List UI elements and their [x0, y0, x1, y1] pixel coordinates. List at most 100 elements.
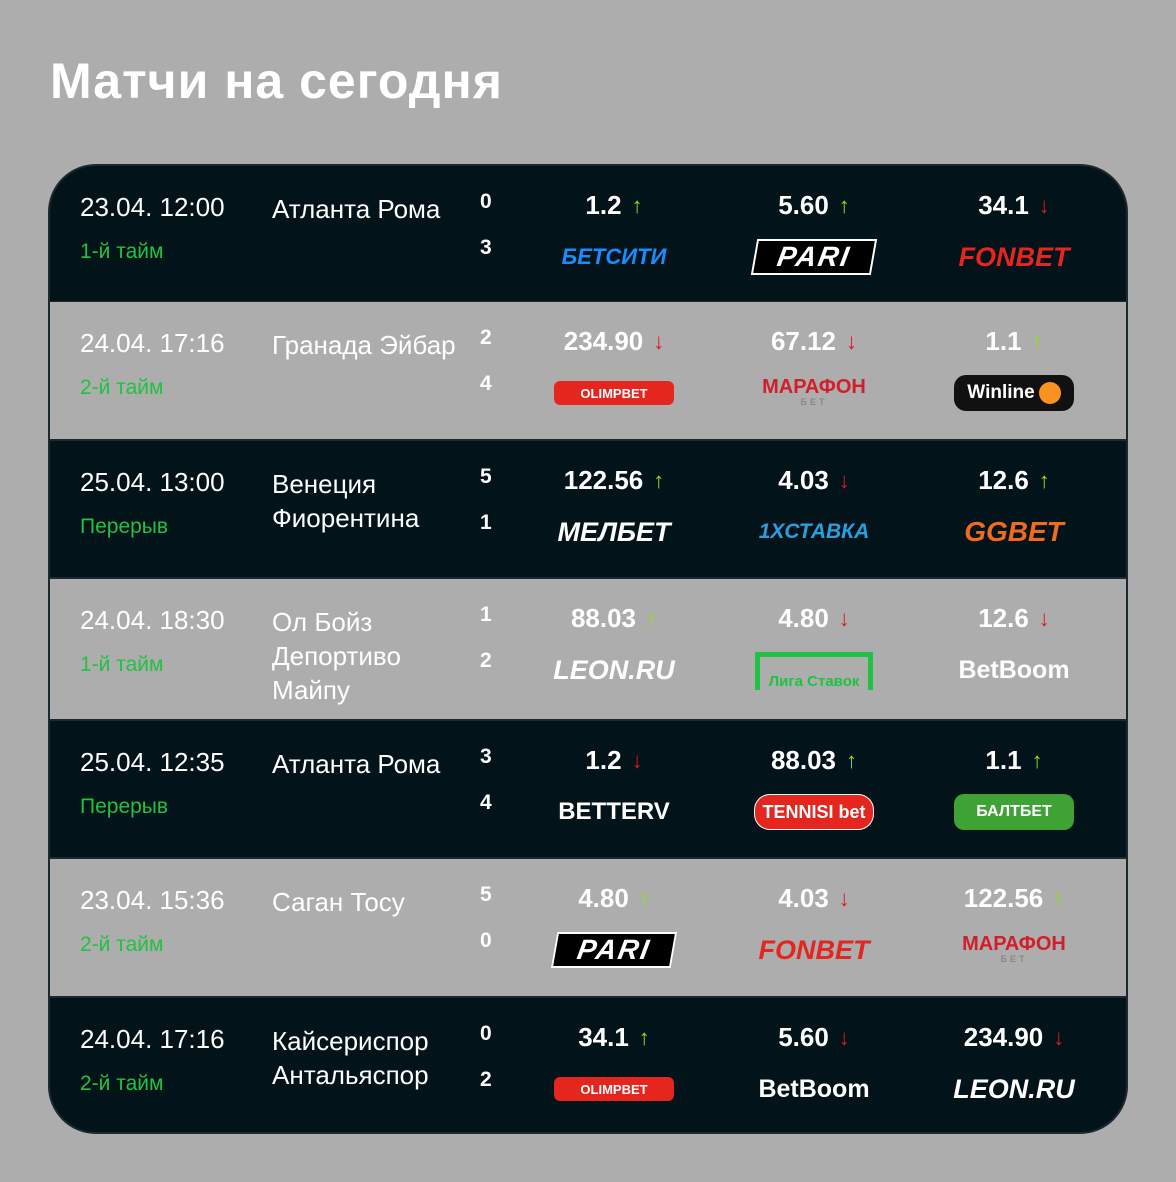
match-teams: Ол Бойз Депортиво Майпу: [272, 607, 401, 705]
match-row[interactable]: 24.04. 18:30 1-й тайм Ол Бойз Депортиво …: [50, 579, 1126, 719]
odds-cell[interactable]: 234.90 ↓ LEON.RU: [919, 1022, 1109, 1107]
odds-value: 4.03: [778, 883, 829, 913]
bookmaker-name: BetBoom: [758, 1074, 870, 1103]
arrow-up-icon: ↑: [1053, 885, 1065, 911]
bookmaker-logo[interactable]: Winline: [954, 375, 1074, 411]
match-status: 1-й тайм: [80, 240, 164, 263]
arrow-up-icon: ↑: [1031, 747, 1043, 773]
odds-value: 67.12: [770, 326, 837, 356]
odds-value: 4.80: [778, 603, 829, 633]
bookmaker-logo[interactable]: OLIMPBET: [554, 381, 674, 405]
bookmaker-name: BETTERV: [558, 798, 670, 825]
arrow-up-icon: ↑: [838, 192, 850, 218]
bookmaker-name: GGBET: [964, 516, 1064, 547]
bookmaker-logo[interactable]: Лига Ставок: [755, 652, 873, 690]
bookmaker-logo[interactable]: МАРАФОН БЕТ: [719, 375, 909, 411]
match-row[interactable]: 23.04. 12:00 1-й тайм Атланта Рома 0 3 1…: [50, 166, 1126, 301]
bookmaker-name: FONBET: [958, 241, 1070, 272]
bookmaker-name: БЕТСИТИ: [561, 244, 667, 269]
match-status: Перерыв: [80, 515, 169, 538]
bookmaker-logo[interactable]: БЕТСИТИ: [519, 239, 709, 275]
match-date: 24.04. 17:16: [80, 328, 225, 358]
bookmaker-logo[interactable]: 1XСТАВКА: [719, 514, 909, 550]
odds-cell[interactable]: 67.12 ↓ МАРАФОН БЕТ: [719, 326, 909, 411]
odds-value: 5.60: [778, 1022, 829, 1052]
match-teams: Кайсериспор Антальяспор: [272, 1026, 429, 1090]
arrow-down-icon: ↓: [846, 328, 858, 354]
match-date: 25.04. 12:35: [80, 747, 225, 777]
home-score: 0: [480, 190, 492, 213]
match-row[interactable]: 24.04. 17:16 2-й тайм Кайсериспор Анталь…: [50, 998, 1126, 1132]
away-score: 0: [480, 929, 492, 952]
odds-cell[interactable]: 5.60 ↑ PARI: [719, 190, 909, 275]
bookmaker-logo[interactable]: МЕЛБЕТ: [519, 514, 709, 550]
odds-cell[interactable]: 34.1 ↓ FONBET: [919, 190, 1109, 275]
odds-cell[interactable]: 1.1 ↑ БАЛТБЕТ: [919, 745, 1109, 830]
odds-value: 5.60: [778, 190, 829, 220]
arrow-up-icon: ↑: [638, 1024, 650, 1050]
bookmaker-logo[interactable]: FONBET: [919, 239, 1109, 275]
odds-cell[interactable]: 4.80 ↓ Лига Ставок: [719, 603, 909, 690]
bookmaker-logo[interactable]: LEON.RU: [519, 652, 709, 688]
match-status: 2-й тайм: [80, 376, 164, 399]
odds-value: 122.56: [563, 465, 644, 495]
odds-cell[interactable]: 4.80 ↑ PARI: [519, 883, 709, 968]
bookmaker-logo[interactable]: БАЛТБЕТ: [954, 794, 1074, 830]
bookmaker-logo[interactable]: TENNISI bet: [754, 794, 874, 830]
odds-cell[interactable]: 88.03 ↑ LEON.RU: [519, 603, 709, 688]
match-teams: Гранада Эйбар: [272, 330, 456, 360]
odds-value: 12.6: [978, 465, 1029, 495]
odds-cell[interactable]: 12.6 ↑ GGBET: [919, 465, 1109, 550]
match-row[interactable]: 25.04. 12:35 Перерыв Атланта Рома 3 4 1.…: [50, 721, 1126, 857]
bookmaker-name: МЕЛБЕТ: [557, 516, 671, 547]
match-status: 2-й тайм: [80, 1072, 164, 1095]
bookmaker-logo[interactable]: BETTERV: [519, 794, 709, 830]
winline-ball-icon: [1038, 382, 1061, 404]
odds-value: 122.56: [963, 883, 1044, 913]
bookmaker-logo[interactable]: OLIMPBET: [554, 1077, 674, 1101]
odds-value: 34.1: [978, 190, 1029, 220]
arrow-up-icon: ↑: [653, 467, 665, 493]
arrow-down-icon: ↓: [1038, 605, 1050, 631]
odds-cell[interactable]: 4.03 ↓ FONBET: [719, 883, 909, 968]
match-date: 25.04. 13:00: [80, 467, 225, 497]
bookmaker-logo[interactable]: МАРАФОН БЕТ: [919, 932, 1109, 968]
match-status: 1-й тайм: [80, 653, 164, 676]
bookmaker-name: OLIMPBET: [580, 1081, 648, 1097]
bookmaker-logo[interactable]: FONBET: [719, 932, 909, 968]
odds-cell[interactable]: 122.56 ↑ МАРАФОН БЕТ: [919, 883, 1109, 968]
bookmaker-logo[interactable]: PARI: [750, 239, 878, 275]
bookmaker-logo[interactable]: PARI: [550, 932, 678, 968]
odds-cell[interactable]: 12.6 ↓ BetBoom: [919, 603, 1109, 688]
bookmaker-logo[interactable]: BetBoom: [719, 1071, 909, 1107]
away-score: 1: [480, 511, 492, 534]
odds-value: 234.90: [963, 1022, 1044, 1052]
odds-cell[interactable]: 234.90 ↓ OLIMPBET: [519, 326, 709, 411]
match-row[interactable]: 24.04. 17:16 2-й тайм Гранада Эйбар 2 4 …: [50, 302, 1126, 439]
bookmaker-name: OLIMPBET: [580, 385, 648, 401]
odds-cell[interactable]: 1.2 ↑ БЕТСИТИ: [519, 190, 709, 275]
odds-cell[interactable]: 4.03 ↓ 1XСТАВКА: [719, 465, 909, 550]
odds-cell[interactable]: 34.1 ↑ OLIMPBET: [519, 1022, 709, 1107]
match-row[interactable]: 23.04. 15:36 2-й тайм Саган Тосу 5 0 4.8…: [50, 859, 1126, 996]
arrow-down-icon: ↓: [838, 1024, 850, 1050]
odds-cell[interactable]: 88.03 ↑ TENNISI bet: [719, 745, 909, 830]
bookmaker-name: Winline: [967, 382, 1035, 403]
odds-cell[interactable]: 1.1 ↑ Winline: [919, 326, 1109, 411]
bookmaker-logo[interactable]: BetBoom: [919, 652, 1109, 688]
home-score: 0: [480, 1022, 492, 1045]
odds-cell[interactable]: 5.60 ↓ BetBoom: [719, 1022, 909, 1107]
match-date: 23.04. 12:00: [80, 192, 225, 222]
bookmaker-logo[interactable]: GGBET: [919, 514, 1109, 550]
odds-value: 1.2: [585, 745, 622, 775]
arrow-up-icon: ↑: [846, 747, 858, 773]
marathon-sub-label: БЕТ: [1000, 954, 1028, 964]
arrow-down-icon: ↓: [838, 885, 850, 911]
odds-cell[interactable]: 122.56 ↑ МЕЛБЕТ: [519, 465, 709, 550]
odds-cell[interactable]: 1.2 ↓ BETTERV: [519, 745, 709, 830]
bookmaker-logo[interactable]: LEON.RU: [919, 1071, 1109, 1107]
odds-value: 234.90: [563, 326, 644, 356]
match-row[interactable]: 25.04. 13:00 Перерыв Венеция Фиорентина …: [50, 441, 1126, 577]
bookmaker-name: TENNISI bet: [762, 801, 866, 822]
match-teams: Саган Тосу: [272, 887, 405, 917]
